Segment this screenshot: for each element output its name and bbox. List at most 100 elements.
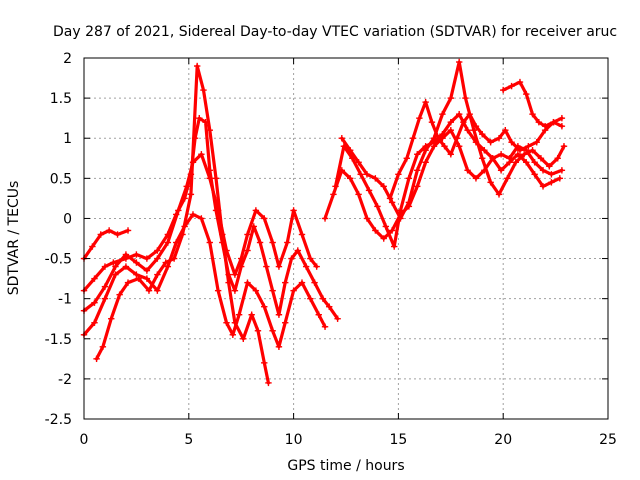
data-point — [326, 303, 333, 310]
y-tick-label: -0.5 — [45, 252, 72, 268]
data-point — [495, 191, 503, 198]
data-point — [464, 127, 471, 134]
y-tick-label: -1 — [58, 292, 72, 308]
data-point — [122, 263, 130, 270]
y-tick-label: 1.5 — [50, 91, 72, 107]
data-point — [537, 155, 545, 162]
data-point — [282, 279, 289, 286]
data-point — [89, 243, 96, 250]
data-point — [282, 319, 289, 326]
data-point — [298, 231, 306, 238]
data-point — [357, 171, 364, 178]
y-tick-label: 2 — [63, 51, 72, 67]
data-point — [374, 203, 381, 210]
data-point — [508, 82, 515, 90]
data-point — [546, 163, 553, 170]
data-point — [447, 118, 454, 126]
data-point — [414, 183, 421, 190]
data-point — [346, 175, 354, 182]
data-point — [338, 135, 346, 142]
data-point — [319, 295, 327, 302]
data-point — [229, 331, 237, 338]
data-point — [269, 287, 276, 294]
data-point — [206, 239, 213, 246]
data-point — [422, 159, 429, 166]
x-tick-label: 10 — [285, 432, 303, 448]
x-tick-label: 20 — [494, 432, 512, 448]
data-point — [455, 58, 463, 66]
data-point — [91, 275, 98, 282]
data-point — [238, 255, 245, 262]
data-point — [487, 139, 494, 146]
x-tick-label: 15 — [389, 432, 407, 448]
data-point — [154, 247, 161, 254]
data-point — [114, 231, 121, 238]
data-point — [447, 94, 454, 102]
data-point — [363, 215, 371, 222]
data-point — [531, 171, 538, 178]
data-point — [346, 147, 354, 154]
data-point — [193, 62, 201, 70]
data-point — [154, 287, 161, 294]
data-point — [422, 98, 429, 106]
data-point — [380, 235, 387, 242]
data-point — [133, 271, 140, 278]
data-point — [135, 275, 142, 282]
data-point — [175, 207, 182, 214]
data-point — [558, 114, 566, 122]
data-point — [108, 315, 115, 322]
data-point — [206, 127, 213, 134]
data-point — [479, 131, 486, 138]
data-point — [206, 175, 213, 182]
data-point — [556, 175, 563, 182]
data-point — [386, 195, 394, 202]
data-point — [252, 207, 260, 214]
data-point — [525, 143, 532, 150]
series-line — [340, 60, 566, 220]
data-point — [298, 279, 306, 286]
data-point — [269, 239, 276, 246]
data-point — [164, 263, 172, 270]
data-point — [405, 199, 413, 206]
data-point — [334, 315, 341, 322]
data-point — [470, 127, 478, 134]
grid-layer — [84, 58, 608, 419]
data-point — [500, 86, 507, 94]
data-point — [395, 171, 402, 178]
data-point — [355, 159, 362, 166]
data-point — [506, 159, 513, 166]
data-point — [514, 151, 522, 158]
data-point — [397, 207, 404, 214]
data-point — [179, 231, 186, 238]
data-point — [558, 122, 566, 130]
data-point — [372, 175, 379, 182]
data-point — [240, 335, 247, 342]
data-point — [198, 151, 205, 158]
data-point — [223, 319, 230, 326]
data-point — [558, 167, 566, 174]
data-point — [133, 259, 140, 266]
data-point — [529, 110, 536, 118]
data-point — [550, 118, 557, 126]
data-point — [101, 295, 109, 302]
data-point — [428, 118, 436, 126]
data-point — [143, 255, 151, 262]
data-point — [439, 110, 446, 118]
series-line — [82, 152, 319, 313]
data-point — [248, 311, 255, 318]
x-tick-label: 25 — [599, 432, 617, 448]
data-point — [275, 263, 283, 270]
data-point — [435, 135, 442, 142]
data-point — [196, 114, 203, 122]
data-point — [244, 279, 251, 286]
data-point — [219, 231, 226, 238]
data-point — [288, 255, 295, 262]
data-point — [472, 175, 480, 182]
data-point — [244, 247, 251, 254]
y-tick-label: -1.5 — [45, 332, 72, 348]
data-point — [91, 319, 98, 326]
data-point — [263, 263, 270, 270]
data-point — [164, 239, 172, 246]
data-point — [110, 259, 117, 266]
